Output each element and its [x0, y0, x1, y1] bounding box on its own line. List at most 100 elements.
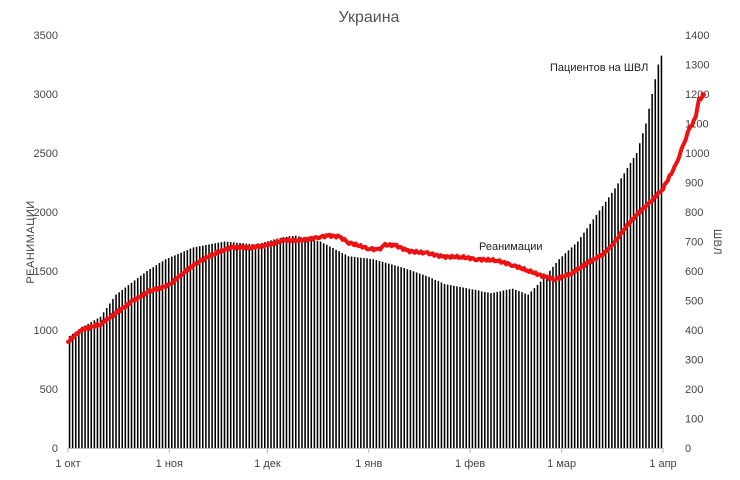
- ventilator-bar: [440, 282, 443, 448]
- ventilator-bar: [115, 294, 117, 448]
- ventilator-bar: [211, 243, 213, 448]
- ventilator-bar: [533, 288, 536, 448]
- ventilator-bar: [431, 278, 433, 449]
- ventilator-bar: [155, 265, 158, 448]
- ventilator-bar: [248, 243, 251, 448]
- ventilator-bar: [542, 278, 545, 449]
- ventilator-bar: [589, 223, 591, 448]
- ventilator-bar: [105, 307, 108, 449]
- ventilator-bar: [257, 243, 260, 448]
- ventilator-bar: [415, 272, 418, 448]
- ventilator-bar: [74, 331, 77, 448]
- ventilator-bar: [223, 241, 226, 448]
- ventilator-bar: [195, 246, 198, 448]
- ventilator-bar: [524, 293, 526, 448]
- ventilator-bar: [90, 322, 93, 448]
- ventilator-bar: [580, 237, 582, 448]
- ventilator-bar: [161, 261, 164, 448]
- ventilator-bar: [133, 280, 136, 448]
- ventilator-bar: [217, 242, 220, 448]
- ventilator-bar: [341, 253, 344, 448]
- ventilator-bar: [291, 235, 294, 448]
- x-tick-label: 1 окт: [55, 458, 80, 470]
- ventilator-bar: [459, 286, 461, 448]
- ventilator-bar: [422, 274, 424, 448]
- ventilator-bar: [171, 256, 173, 448]
- line-annotation: Реанимации: [479, 241, 543, 253]
- ventilator-bar: [96, 318, 99, 448]
- ventilator-bar: [183, 251, 185, 448]
- left-tick-label: 1500: [34, 266, 58, 278]
- ventilator-bar: [372, 259, 375, 448]
- ventilator-bar: [645, 123, 647, 448]
- ventilator-bar: [499, 291, 502, 448]
- ventilator-bar: [577, 241, 579, 448]
- left-axis-label: РЕАНИМАЦИИ: [25, 200, 37, 283]
- ventilator-bar: [604, 201, 607, 448]
- ventilator-bar: [434, 279, 436, 448]
- ventilator-bar: [638, 143, 641, 448]
- ventilator-bar: [468, 288, 471, 448]
- ventilator-bar: [143, 273, 145, 448]
- ventilator-bar: [660, 55, 663, 449]
- ventilator-bar: [443, 283, 446, 448]
- ventilator-bar: [310, 239, 313, 448]
- ventilator-bar: [356, 257, 359, 448]
- right-tick-label: 1300: [685, 60, 709, 72]
- ventilator-bar: [251, 244, 254, 448]
- ventilator-bar: [322, 243, 325, 448]
- ventilator-bar: [198, 246, 201, 448]
- ventilator-bar: [632, 158, 635, 448]
- right-tick-label: 800: [685, 207, 703, 219]
- ventilator-bar: [158, 263, 161, 448]
- ventilator-bar: [344, 254, 347, 448]
- left-tick-label: 2000: [34, 207, 58, 219]
- ventilator-bar: [549, 270, 551, 448]
- ventilator-bar: [180, 252, 182, 448]
- ventilator-bar: [273, 239, 275, 448]
- ventilator-bar: [611, 192, 613, 448]
- left-tick-label: 3500: [34, 30, 58, 42]
- ventilator-bar: [360, 257, 362, 448]
- ventilator-bar: [99, 316, 102, 448]
- right-tick-label: 300: [685, 355, 703, 367]
- ventilator-bar: [285, 236, 288, 448]
- ventilator-bar: [406, 269, 409, 448]
- ventilator-bar: [518, 291, 520, 448]
- ventilator-bar: [546, 274, 548, 448]
- ventilator-bar: [573, 244, 576, 448]
- ventilator-bar: [279, 237, 282, 448]
- left-tick-label: 2500: [34, 148, 58, 160]
- ventilator-bar: [400, 267, 402, 448]
- ventilator-bar: [316, 240, 319, 448]
- ventilator-bar: [260, 242, 263, 448]
- ventilator-bar: [369, 258, 371, 448]
- ventilator-bar: [391, 264, 393, 448]
- ventilator-bar: [208, 244, 210, 448]
- ventilator-bar: [205, 245, 207, 448]
- ventilator-bar: [515, 289, 517, 448]
- ventilator-bar: [270, 240, 272, 448]
- ventilator-bar: [332, 247, 334, 448]
- ventilator-bar: [449, 285, 452, 448]
- ventilator-bar: [276, 238, 278, 448]
- right-tick-label: 1400: [685, 30, 709, 42]
- ventilator-bar: [152, 267, 154, 448]
- ventilator-bar: [477, 290, 480, 448]
- right-tick-label: 700: [685, 237, 703, 249]
- ventilator-bar: [521, 292, 523, 448]
- ventilator-bar: [288, 236, 291, 448]
- x-tick-label: 1 мар: [547, 458, 576, 470]
- ventilator-bar: [353, 256, 356, 448]
- bars-annotation: Пациентов на ШВЛ: [550, 62, 648, 74]
- ventilator-bar: [174, 255, 176, 448]
- ventilator-bar: [78, 329, 80, 448]
- ventilator-bar: [124, 287, 127, 448]
- ventilator-bar: [527, 294, 529, 448]
- ventilator-bar: [109, 303, 111, 448]
- ventilator-bar: [338, 251, 340, 448]
- ventilator-bar: [425, 275, 427, 448]
- ventilator-bar: [657, 64, 660, 448]
- ventilator-bar: [490, 293, 492, 449]
